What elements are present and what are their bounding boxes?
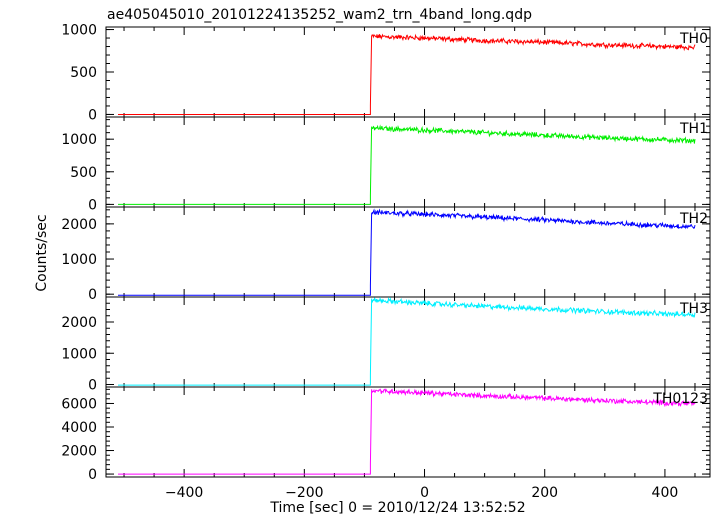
panel-frame — [105, 296, 711, 388]
x-tick-label: 400 — [652, 485, 679, 501]
y-tick-label: 1000 — [61, 252, 97, 268]
panel-th0123: 0 2000 4000 6000 TH0123 — [61, 386, 711, 483]
panel-label: TH2 — [679, 211, 708, 227]
y-axis-title: Counts/sec — [34, 214, 50, 291]
x-tick-label: 0 — [420, 485, 429, 501]
panel-label: TH3 — [679, 301, 708, 317]
y-tick-label: 1000 — [61, 346, 97, 362]
series-line-th1 — [118, 124, 696, 205]
panel-frame — [105, 26, 711, 118]
x-tick-label: −200 — [285, 485, 323, 501]
panel-label: TH0123 — [652, 391, 708, 407]
x-tick-label: −400 — [165, 485, 203, 501]
y-tick-label: 0 — [88, 197, 97, 213]
chart-title: ae405045010_20101224135252_wam2_trn_4ban… — [107, 7, 532, 23]
y-tick-label: 1000 — [61, 23, 97, 39]
y-tick-label: 0 — [88, 287, 97, 303]
panel-th0: 0 500 1000 TH0 — [61, 23, 711, 123]
y-tick-label: 2000 — [61, 444, 97, 460]
y-tick-label: 6000 — [61, 396, 97, 412]
panel-th1: 0 500 1000 TH1 — [61, 116, 711, 213]
y-tick-label: 2000 — [61, 217, 97, 233]
series-line-th2 — [118, 208, 696, 296]
y-tick-label: 500 — [70, 65, 97, 81]
panel-th3: 0 1000 2000 TH3 — [61, 296, 711, 394]
panel-label: TH1 — [679, 121, 708, 137]
y-tick-label: 0 — [88, 467, 97, 483]
y-tick-label: 4000 — [61, 420, 97, 436]
series-line-th0 — [118, 33, 696, 115]
y-tick-label: 2000 — [61, 315, 97, 331]
x-axis-title: Time [sec] 0 = 2010/12/24 13:52:52 — [269, 500, 525, 516]
x-tick-label: 200 — [531, 485, 558, 501]
y-tick-label: 1000 — [61, 132, 97, 148]
series-line-th3 — [118, 296, 696, 386]
y-tick-label: 500 — [70, 165, 97, 181]
y-tick-label: 0 — [88, 378, 97, 394]
panel-frame — [105, 206, 711, 298]
panel-label: TH0 — [679, 31, 708, 47]
y-tick-label: 0 — [88, 107, 97, 123]
panel-th2: 0 1000 2000 TH2 — [61, 206, 711, 303]
series-line-th0123 — [118, 388, 696, 475]
